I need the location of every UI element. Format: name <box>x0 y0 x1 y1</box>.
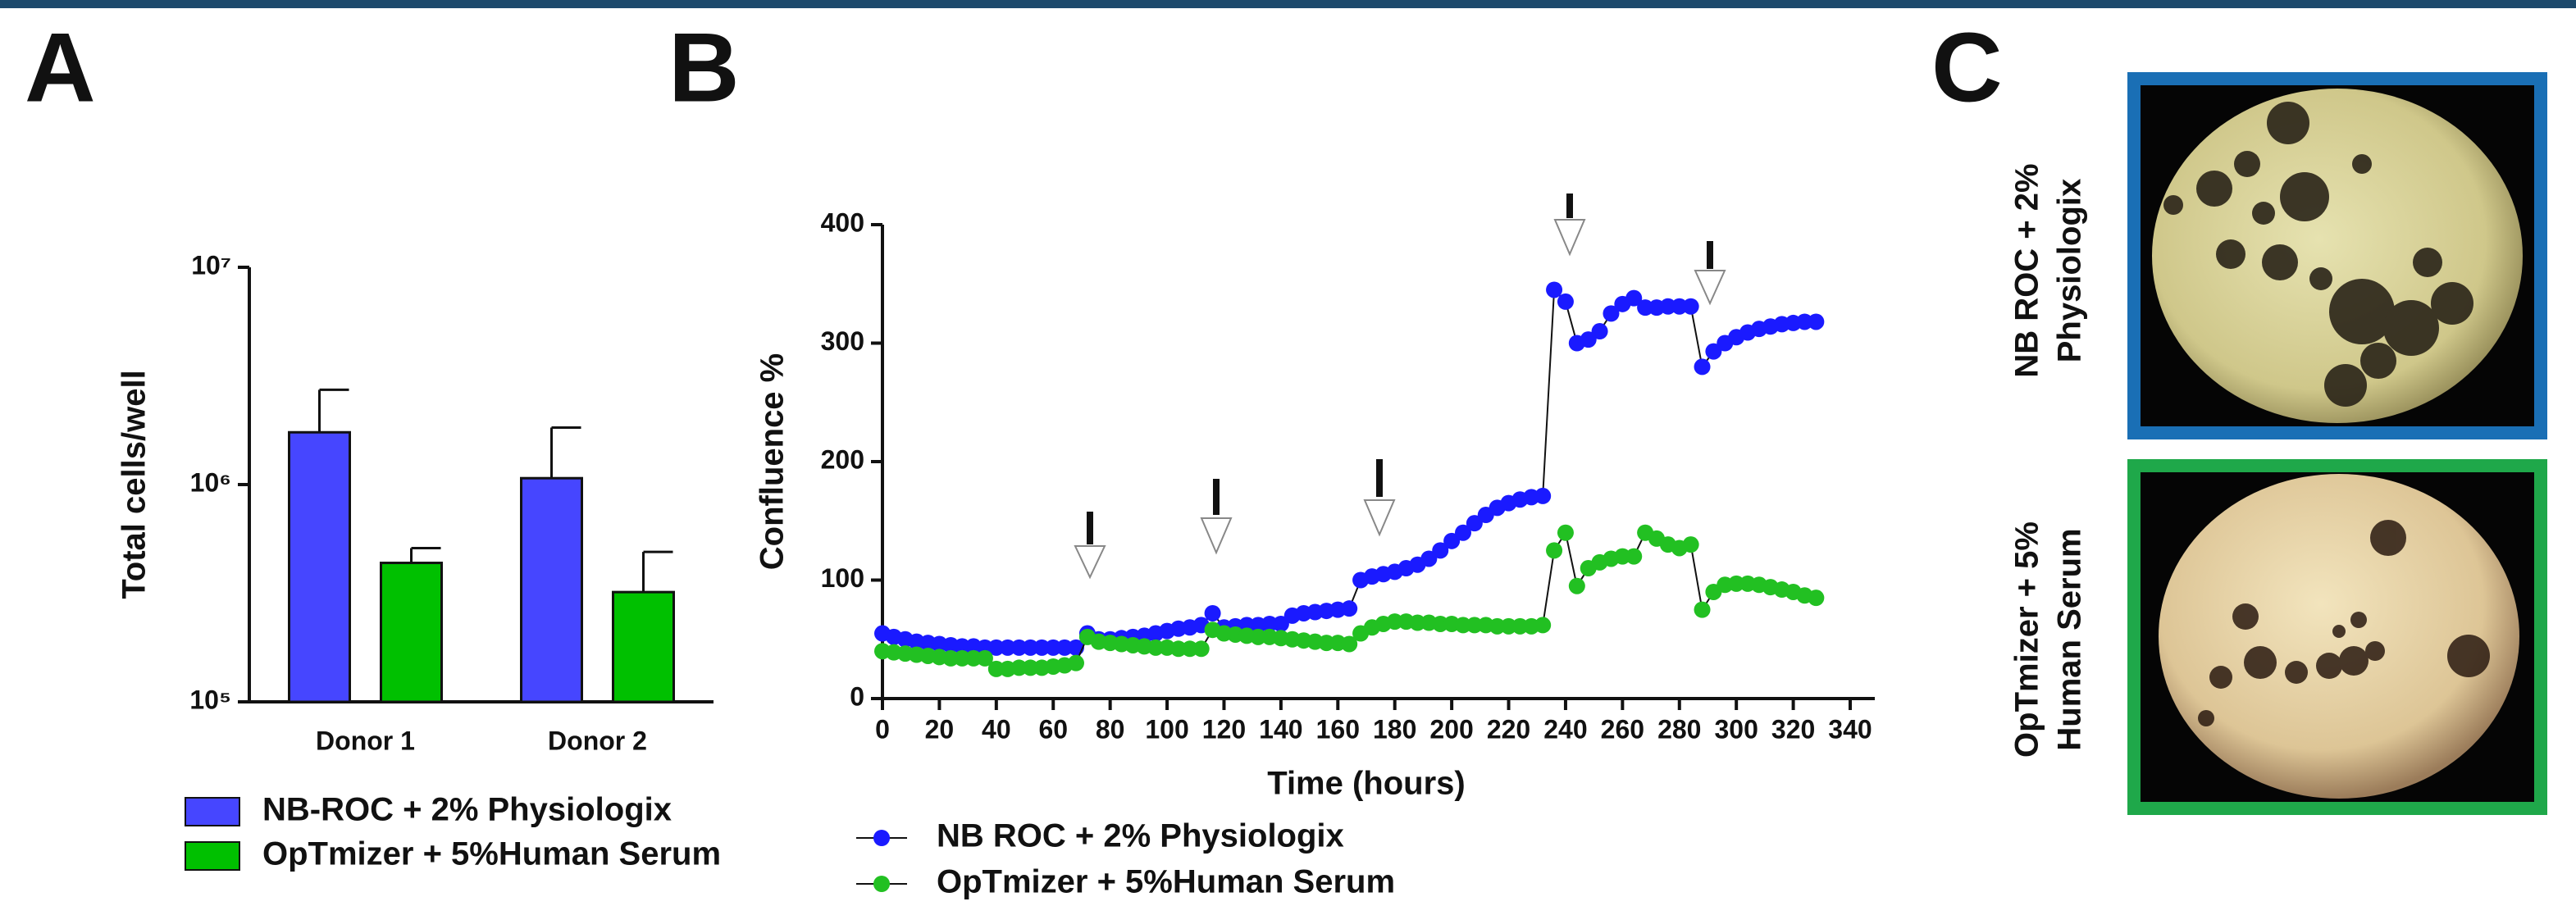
x-tick-label: 260 <box>1601 714 1644 744</box>
x-tick-label: 140 <box>1259 714 1302 744</box>
data-point <box>1193 640 1210 657</box>
x-tick-label: 20 <box>925 714 955 744</box>
data-point <box>1592 323 1608 339</box>
legend-marker <box>873 876 890 892</box>
panel-letter: C <box>1931 13 2003 123</box>
legend-label: NB ROC + 2% Physiologix <box>937 818 1344 854</box>
image-labels: NB ROC + 2% Physiologix OpTmizer + 5% Hu… <box>2009 163 2088 758</box>
data-point <box>1808 590 1824 606</box>
x-tick-label: 340 <box>1828 714 1872 744</box>
x-tick-label: 240 <box>1543 714 1587 744</box>
panel-letter: B <box>668 13 740 123</box>
data-point <box>1534 488 1551 504</box>
y-axis-label: Total cells/well <box>116 370 153 599</box>
data-point <box>1068 655 1084 672</box>
x-tick-label: 280 <box>1657 714 1701 744</box>
legend-swatch <box>185 798 239 826</box>
y-tick-label: 100 <box>821 563 864 593</box>
data-point <box>1569 578 1585 594</box>
data-point <box>1683 298 1699 315</box>
x-tick-label: 40 <box>982 714 1011 744</box>
series-line <box>882 289 1816 647</box>
panel-letter: A <box>25 13 96 123</box>
image-label: OpTmizer + 5% <box>2009 521 2045 758</box>
data-point <box>1808 313 1824 330</box>
y-tick-label: 0 <box>850 681 864 711</box>
y-tick-label: 400 <box>821 207 864 237</box>
x-tick-label: 320 <box>1771 714 1815 744</box>
data-point <box>1694 602 1711 618</box>
data-point <box>1341 600 1357 617</box>
x-tick-label: 220 <box>1487 714 1530 744</box>
data-point <box>1557 525 1574 541</box>
bar <box>522 478 582 702</box>
data-point <box>1546 281 1562 298</box>
bar <box>381 563 442 702</box>
x-tick-label: 160 <box>1316 714 1360 744</box>
data-point <box>1625 549 1642 565</box>
y-tick-label: 10⁵ <box>189 685 231 714</box>
data-point <box>1557 294 1574 310</box>
legend-label: OpTmizer + 5%Human Serum <box>262 836 721 872</box>
x-axis-label: Time (hours) <box>1267 766 1466 802</box>
legend-marker <box>873 830 890 846</box>
x-tick-label: 200 <box>1429 714 1473 744</box>
legend-swatch <box>185 842 239 870</box>
data-point <box>1534 617 1551 633</box>
x-tick-label: 100 <box>1145 714 1188 744</box>
data-point <box>1205 605 1221 621</box>
x-tick-label: 180 <box>1373 714 1416 744</box>
image-label: NB ROC + 2% <box>2009 163 2045 377</box>
x-tick-label: Donor 1 <box>316 726 415 755</box>
y-tick-label: 300 <box>821 326 864 356</box>
x-tick-label: Donor 2 <box>548 726 647 755</box>
micrograph <box>2134 79 2541 808</box>
figure: A B C NB ROC + 2% Physiologix OpTmizer +… <box>0 0 2576 906</box>
y-axis-label: Confluence % <box>755 353 791 570</box>
x-tick-label: 0 <box>875 714 890 744</box>
legend-label: NB-ROC + 2% Physiologix <box>262 792 672 828</box>
x-tick-label: 120 <box>1202 714 1246 744</box>
x-tick-label: 300 <box>1714 714 1758 744</box>
image-label: Human Serum <box>2052 528 2088 750</box>
y-tick-label: 10⁶ <box>190 467 231 497</box>
event-arrows <box>1075 193 1725 577</box>
y-tick-label: 10⁷ <box>191 250 231 280</box>
data-point <box>1683 536 1699 553</box>
data-point <box>1694 358 1711 375</box>
bar <box>613 592 674 702</box>
data-point <box>1546 542 1562 558</box>
x-tick-label: 60 <box>1038 714 1068 744</box>
top-bar <box>0 0 2576 8</box>
x-tick-label: 80 <box>1096 714 1125 744</box>
image-label: Physiologix <box>2052 179 2088 363</box>
legend-label: OpTmizer + 5%Human Serum <box>937 864 1395 900</box>
bar <box>290 432 350 702</box>
y-tick-label: 200 <box>821 444 864 474</box>
